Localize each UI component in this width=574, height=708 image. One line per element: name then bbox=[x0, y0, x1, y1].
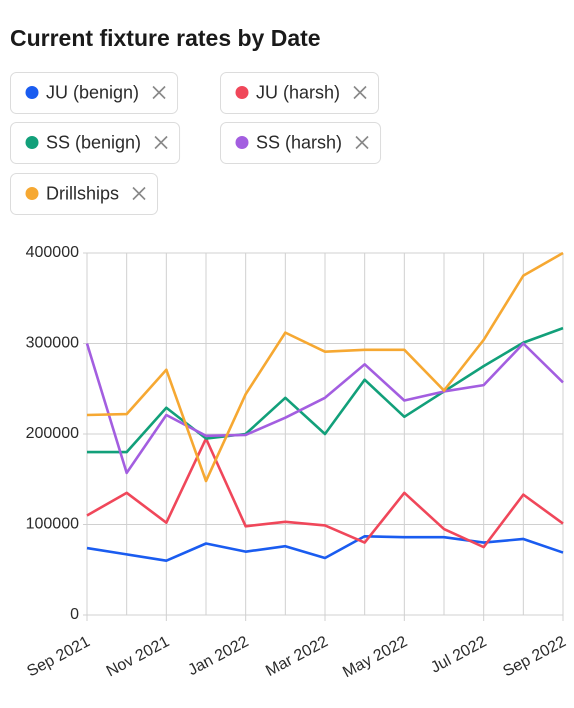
chip-box bbox=[220, 72, 380, 114]
legend-label: JU (harsh) bbox=[256, 82, 340, 102]
legend-label: Drillships bbox=[46, 183, 119, 203]
y-tick-label: 300000 bbox=[26, 335, 79, 352]
series-line bbox=[85, 342, 564, 475]
series-line bbox=[86, 437, 564, 549]
series-line bbox=[86, 251, 564, 483]
y-tick-label: 100000 bbox=[26, 516, 79, 533]
remove-icon bbox=[353, 85, 367, 100]
legend-swatch bbox=[25, 136, 39, 149]
x-tick-label: Jul 2022 bbox=[428, 633, 489, 676]
legend-swatch bbox=[235, 136, 249, 149]
x-tick-label: Sep 2022 bbox=[500, 633, 569, 680]
remove-icon bbox=[132, 186, 146, 201]
legend-chip[interactable]: SS (harsh) bbox=[220, 122, 382, 164]
y-tick-label: 400000 bbox=[26, 244, 79, 261]
y-tick-label: 0 bbox=[70, 606, 79, 623]
x-tick-label: Nov 2021 bbox=[104, 633, 173, 680]
chip-box bbox=[220, 122, 382, 164]
chip-box bbox=[10, 122, 181, 164]
chip-box bbox=[10, 173, 159, 215]
chart-title: Current fixture rates by Date bbox=[10, 25, 321, 51]
legend-swatch bbox=[25, 86, 39, 99]
legend-chip[interactable]: Drillships bbox=[10, 173, 159, 215]
legend-swatch bbox=[235, 86, 249, 99]
remove-icon bbox=[152, 85, 166, 100]
y-tick-label: 200000 bbox=[26, 425, 79, 442]
x-tick-label: Mar 2022 bbox=[263, 633, 331, 680]
legend-chip[interactable]: JU (harsh) bbox=[220, 72, 380, 114]
remove-icon bbox=[154, 135, 168, 150]
chip-box bbox=[10, 72, 179, 114]
legend-chip[interactable]: JU (benign) bbox=[10, 72, 179, 114]
legend-chip[interactable]: SS (benign) bbox=[10, 122, 181, 164]
x-tick-label: Sep 2021 bbox=[24, 633, 93, 680]
legend-label: JU (benign) bbox=[46, 82, 139, 102]
series-line bbox=[86, 534, 564, 562]
legend-label: SS (harsh) bbox=[256, 132, 342, 152]
legend-swatch bbox=[25, 187, 39, 200]
remove-icon bbox=[355, 135, 369, 150]
x-tick-label: May 2022 bbox=[340, 633, 410, 681]
x-tick-label: Jan 2022 bbox=[185, 633, 251, 679]
legend-label: SS (benign) bbox=[46, 132, 141, 152]
series-line bbox=[87, 326, 564, 454]
